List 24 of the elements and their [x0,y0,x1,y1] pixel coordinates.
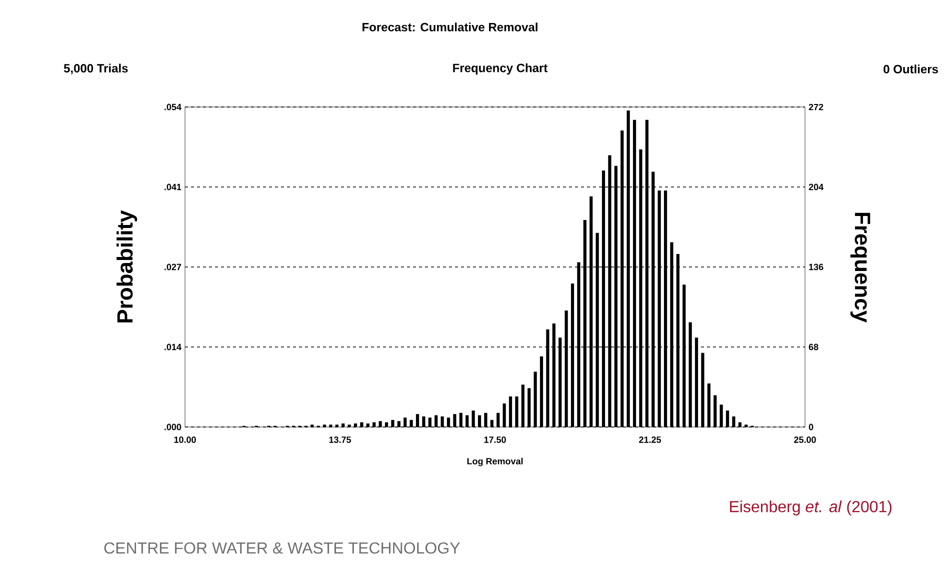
text: CENTRE FOR WATER & WASTE TECHNOLOGY [104,542,460,554]
y2-tick-label: 68 [808,344,818,350]
x-tick-label: 21.25 [639,436,662,443]
chart-subtitle: Frequency Chart [453,63,548,75]
y-tick-label: .054 [164,104,182,110]
y2-tick-label: 136 [809,264,824,270]
y-tick-label: .027 [164,264,182,270]
x-tick-label: 10.00 [174,436,196,443]
y-axis-title: Probability [116,210,138,322]
y2-tick-label: 0 [808,424,814,430]
y-tick-label: .014 [164,344,182,350]
text: Eisenberg et. al (2001) [730,500,892,516]
x-tick-label: 25.00 [794,436,816,443]
y-tick-label: .041 [164,184,182,190]
y2-axis-title: Frequency [850,212,870,323]
x-tick-label: 17.50 [484,436,506,443]
chart-title: Forecast: Cumulative Removal [362,22,538,32]
x-tick-label: 13.75 [329,436,352,443]
x-axis-title: Log Removal [467,458,523,466]
y-tick-label: .000 [164,424,182,430]
text: 5,000 Trials [64,64,128,74]
text: 0 Outliers [884,64,938,74]
y2-tick-label: 204 [808,184,824,190]
y2-tick-label: 272 [808,104,824,110]
